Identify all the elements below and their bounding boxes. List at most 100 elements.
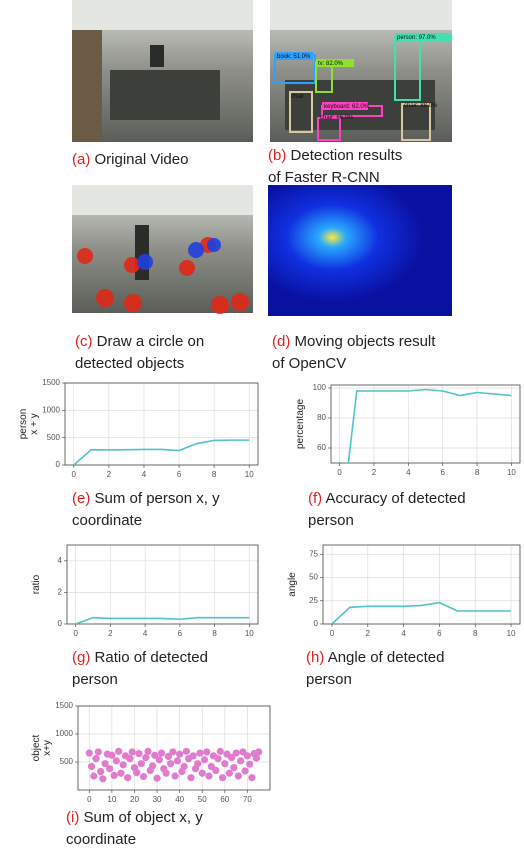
detection-label: book: 51.0% — [277, 54, 311, 60]
data-point — [169, 748, 176, 755]
data-point — [158, 749, 165, 756]
data-point — [111, 772, 118, 779]
data-point — [253, 754, 260, 761]
data-point — [230, 764, 237, 771]
y-tick-label: 100 — [313, 383, 327, 392]
x-tick-label: 10 — [507, 629, 516, 638]
x-tick-label: 70 — [243, 795, 252, 804]
image-detection: person: 97.0% book: 51.0% tv: 82.0% chai… — [270, 0, 452, 142]
data-line — [332, 603, 511, 624]
x-tick-label: 0 — [72, 470, 77, 479]
caption-text: Sum of person x, y — [95, 490, 221, 507]
data-point — [226, 770, 233, 777]
caption-label: (d) — [272, 333, 290, 350]
x-tick-label: 2 — [372, 468, 377, 477]
y-tick-label: 50 — [309, 573, 318, 582]
data-point — [97, 768, 104, 775]
y-axis-label: x + y — [29, 413, 40, 434]
caption-label: (i) — [66, 809, 79, 826]
image-circles — [72, 185, 253, 314]
y-tick-label: 500 — [47, 433, 61, 442]
data-line — [74, 440, 249, 465]
y-axis-label: percentage — [295, 399, 306, 449]
data-line — [340, 390, 512, 539]
caption-text: coordinate — [66, 831, 136, 848]
y-tick-label: 1000 — [42, 405, 60, 414]
data-point — [242, 767, 249, 774]
data-point — [187, 774, 194, 781]
y-axis-label: x+y — [42, 740, 53, 756]
data-point — [129, 748, 136, 755]
data-point — [174, 757, 181, 764]
data-point — [113, 757, 120, 764]
y-tick-label: 1500 — [55, 701, 73, 710]
data-point — [217, 748, 224, 755]
y-tick-label: 0 — [58, 619, 63, 628]
y-tick-label: 1000 — [55, 729, 73, 738]
x-tick-label: 0 — [87, 795, 92, 804]
data-point — [156, 756, 163, 763]
x-tick-label: 50 — [198, 795, 207, 804]
data-point — [120, 761, 127, 768]
caption-text: Sum of object x, y — [84, 809, 204, 826]
data-point — [237, 757, 244, 764]
caption-text: of Faster R-CNN — [268, 169, 380, 186]
data-point — [135, 750, 142, 757]
data-point — [235, 772, 242, 779]
data-point — [92, 755, 99, 762]
caption-text: Detection results — [291, 147, 403, 164]
data-point — [126, 755, 133, 762]
detection-label: person: 97.0% — [397, 35, 436, 41]
caption: (g) Ratio of detected — [72, 649, 208, 666]
detection-label: keyboard: 62.0% — [324, 104, 370, 110]
caption-label: (e) — [72, 490, 90, 507]
plot-frame — [65, 383, 258, 465]
caption-text: Ratio of detected — [95, 649, 208, 666]
caption: coordinate — [66, 831, 136, 848]
caption: of OpenCV — [272, 355, 346, 372]
x-tick-label: 20 — [130, 795, 139, 804]
detection-label: chair — [291, 94, 304, 100]
data-point — [244, 752, 251, 759]
data-point — [194, 760, 201, 767]
plot-frame — [323, 545, 520, 624]
x-tick-label: 0 — [337, 468, 342, 477]
x-tick-label: 8 — [212, 470, 217, 479]
data-point — [219, 774, 226, 781]
x-tick-label: 10 — [107, 795, 116, 804]
data-point — [203, 748, 210, 755]
data-point — [181, 763, 188, 770]
caption-label: (b) — [268, 147, 286, 164]
image-moving — [268, 185, 452, 316]
caption-text: person — [72, 671, 118, 688]
y-tick-label: 1500 — [42, 378, 60, 387]
data-point — [117, 770, 124, 777]
caption-text: detected objects — [75, 355, 184, 372]
caption: detected objects — [75, 355, 184, 372]
caption: person — [72, 671, 118, 688]
data-point — [248, 774, 255, 781]
caption-text: person — [306, 671, 352, 688]
caption-label: (f) — [308, 490, 322, 507]
plot-frame — [67, 545, 258, 624]
caption-text: Draw a circle on — [97, 333, 205, 350]
x-tick-label: 8 — [475, 468, 480, 477]
caption: (c) Draw a circle on — [75, 333, 204, 350]
caption: (d) Moving objects result — [272, 333, 436, 350]
x-tick-label: 4 — [143, 629, 148, 638]
data-point — [233, 749, 240, 756]
x-tick-label: 10 — [245, 629, 254, 638]
image-original — [72, 0, 253, 142]
x-tick-label: 8 — [473, 629, 478, 638]
data-point — [205, 772, 212, 779]
y-tick-label: 25 — [309, 596, 318, 605]
data-point — [124, 774, 131, 781]
x-tick-label: 60 — [220, 795, 229, 804]
data-point — [133, 769, 140, 776]
data-point — [108, 752, 115, 759]
figure: person: 97.0% book: 51.0% tv: 82.0% chai… — [0, 0, 524, 853]
data-point — [90, 772, 97, 779]
data-point — [176, 751, 183, 758]
x-tick-label: 2 — [107, 470, 112, 479]
caption: coordinate — [72, 512, 142, 529]
